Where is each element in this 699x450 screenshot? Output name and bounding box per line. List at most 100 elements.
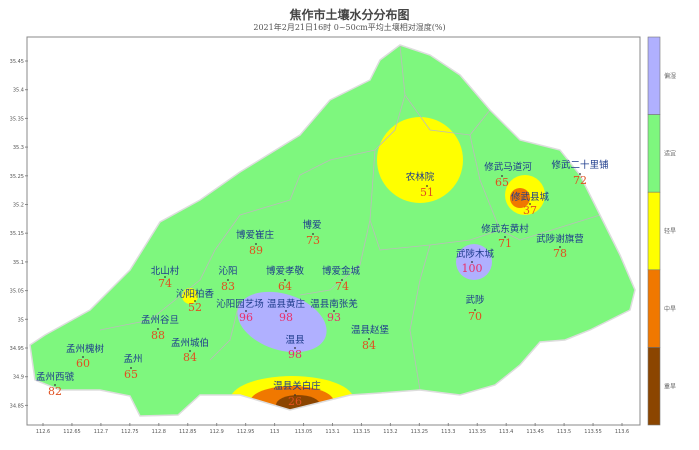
station-marker [255, 243, 257, 245]
station[interactable]: 孟州城伯 84 [171, 337, 209, 364]
station[interactable]: 孟州谷旦 88 [141, 315, 179, 342]
station-marker [227, 279, 229, 281]
station-value: 89 [249, 244, 263, 257]
x-tick-label: 113 [270, 429, 280, 435]
station[interactable]: 武陟 70 [465, 294, 485, 323]
station[interactable]: 孟州 65 [123, 354, 142, 381]
station-marker [157, 328, 159, 330]
station-value: 64 [278, 280, 292, 293]
station-name: 博爱孝敬 [266, 265, 305, 277]
station-value: 72 [573, 174, 587, 187]
station-marker [284, 279, 286, 281]
station-name: 修武县城 [511, 191, 550, 203]
station-marker [368, 338, 370, 340]
station-value: 74 [158, 277, 172, 290]
station-marker [559, 246, 561, 248]
station-value: 73 [306, 234, 320, 247]
station-marker [294, 394, 296, 396]
station-name: 温县关白庄 [273, 380, 321, 392]
legend-label: 偏湿 [664, 72, 676, 80]
station[interactable]: 温县 98 [285, 335, 304, 361]
moderate-dry-zone-xiuwu [510, 188, 530, 208]
station-value: 88 [151, 329, 165, 342]
station[interactable]: 孟州西虢 82 [36, 371, 75, 398]
station-marker [579, 173, 581, 175]
x-tick-label: 113.2 [383, 429, 397, 435]
station[interactable]: 修武东黄村 71 [481, 223, 529, 250]
station-value: 70 [468, 310, 482, 323]
station-name: 沁阳 [218, 266, 237, 277]
y-tick-label: 35.4 [13, 88, 24, 94]
station-marker [194, 300, 196, 302]
station-name: 孟州西虢 [36, 371, 75, 383]
x-tick-label: 112.75 [121, 429, 139, 435]
legend-swatch [647, 114, 661, 193]
station-value: 26 [288, 395, 302, 408]
y-tick-label: 35.15 [10, 231, 24, 237]
station-name: 修武马道河 [484, 161, 532, 173]
station-value: 65 [495, 176, 509, 189]
county-borders [99, 45, 601, 391]
x-tick-label: 112.9 [210, 429, 224, 435]
x-tick-label: 113.6 [615, 429, 629, 435]
station-value: 60 [76, 357, 90, 370]
station-name: 武陟 [465, 294, 485, 306]
x-tick-label: 112.85 [179, 429, 197, 435]
y-tick-label: 35.05 [10, 289, 24, 295]
station-name: 武陟木城 [456, 248, 495, 260]
station[interactable]: 武陟谢旗营 78 [536, 233, 584, 260]
station-name: 温县南张羌 [310, 298, 358, 310]
station-name: 孟州谷旦 [141, 315, 179, 326]
y-tick-label: 34.9 [13, 375, 24, 381]
station-name: 博爱金城 [322, 265, 361, 277]
station[interactable]: 修武二十里铺 72 [551, 159, 608, 187]
station[interactable]: 沁阳 83 [218, 266, 237, 293]
legend-label: 轻旱 [664, 227, 676, 235]
station-name: 温县黄庄 [267, 298, 306, 310]
station[interactable]: 博爱金城 74 [322, 265, 361, 293]
y-tick-label: 35.3 [13, 145, 24, 151]
station-marker [245, 310, 247, 312]
x-axis: 112.6 112.65 112.7 112.75 112.8 112.85 112.9 11… [36, 423, 629, 435]
station-marker [164, 276, 166, 278]
station[interactable]: 博爱崔庄 89 [236, 229, 275, 257]
y-tick-label: 35.35 [10, 116, 24, 122]
station[interactable]: 温县赵堡 84 [351, 324, 390, 352]
station-marker [471, 261, 473, 263]
y-tick-label: 34.85 [10, 403, 24, 409]
station-value: 98 [279, 311, 293, 324]
legend-swatch [647, 36, 661, 115]
legend-swatch [647, 191, 661, 271]
legend-swatch [647, 269, 661, 348]
station-value: 51 [420, 186, 434, 199]
legend-label: 适宜 [664, 150, 676, 158]
station-value: 84 [183, 351, 197, 364]
station-value: 52 [188, 301, 202, 314]
station[interactable]: 武陟木城 100 [456, 248, 495, 275]
station-marker [529, 203, 531, 205]
station[interactable]: 农林院 51 [406, 171, 435, 199]
station-marker [504, 236, 506, 238]
x-tick-label: 112.7 [94, 429, 108, 435]
station[interactable]: 温县关白庄 26 [273, 380, 321, 408]
station-value: 71 [498, 237, 512, 250]
station[interactable]: 孟州槐树 60 [66, 343, 105, 370]
station-value: 74 [335, 280, 349, 293]
station[interactable]: 博爱 73 [302, 219, 321, 247]
station-value: 93 [327, 311, 341, 324]
station[interactable]: 博爱孝敬 64 [266, 265, 305, 293]
station-value: 65 [124, 368, 138, 381]
station-marker [341, 279, 343, 281]
x-tick-label: 113.55 [584, 429, 602, 435]
y-tick-label: 35.45 [10, 59, 24, 65]
station-name: 修武二十里铺 [551, 159, 608, 171]
wet-zone-mucheng [456, 244, 492, 280]
station[interactable]: 修武马道河 65 [484, 161, 532, 189]
